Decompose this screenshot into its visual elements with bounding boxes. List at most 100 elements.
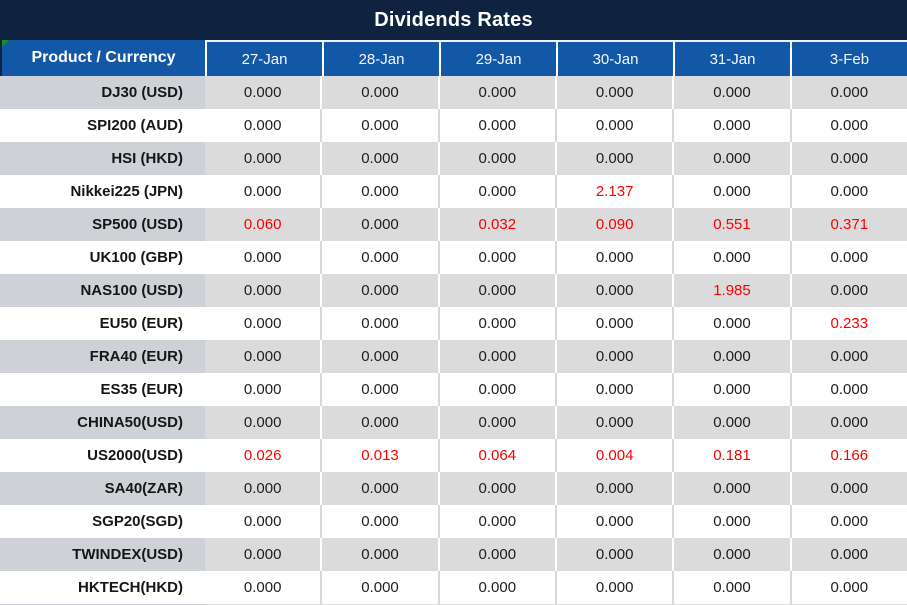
value-cell: 0.000 bbox=[437, 406, 555, 439]
value-cell: 0.000 bbox=[205, 373, 321, 406]
table-row: SGP20(SGD) 0.000 0.000 0.000 0.000 0.000 0.000 bbox=[0, 505, 907, 538]
table-row: HKTECH(HKD) 0.000 0.000 0.000 0.000 0.000 0.00… bbox=[0, 571, 907, 604]
table-row: HSI (HKD) 0.000 0.000 0.000 0.000 0.000 0.000 bbox=[0, 142, 907, 175]
value-cell: 0.000 bbox=[320, 241, 438, 274]
product-cell: SA40(ZAR) bbox=[0, 472, 205, 505]
value-cell: 0.000 bbox=[437, 505, 555, 538]
table-row: SPI200 (AUD) 0.000 0.000 0.000 0.000 0.000 0.0… bbox=[0, 109, 907, 142]
column-header-30-jan: 30-Jan bbox=[556, 40, 673, 76]
value-cell: 0.000 bbox=[320, 571, 438, 604]
product-cell: FRA40 (EUR) bbox=[0, 340, 205, 373]
table-row: ES35 (EUR) 0.000 0.000 0.000 0.000 0.000 0.000 bbox=[0, 373, 907, 406]
table-row: FRA40 (EUR) 0.000 0.000 0.000 0.000 0.000 0.00… bbox=[0, 340, 907, 373]
green-corner-marker-icon bbox=[2, 40, 9, 47]
value-cell: 0.000 bbox=[789, 505, 907, 538]
value-cell: 0.000 bbox=[437, 472, 555, 505]
title-bar: Dividends Rates bbox=[0, 0, 907, 40]
table-row: TWINDEX(USD) 0.000 0.000 0.000 0.000 0.000 0.0… bbox=[0, 538, 907, 571]
table-body: DJ30 (USD) 0.000 0.000 0.000 0.000 0.000 0.000… bbox=[0, 76, 907, 604]
value-cell: 0.000 bbox=[320, 505, 438, 538]
product-cell: EU50 (EUR) bbox=[0, 307, 205, 340]
column-header-28-jan: 28-Jan bbox=[322, 40, 439, 76]
table-header-row: Product / Currency 27-Jan 28-Jan 29-Jan 30-… bbox=[0, 40, 907, 76]
value-cell: 0.000 bbox=[320, 406, 438, 439]
value-cell: 0.000 bbox=[789, 571, 907, 604]
value-cell: 0.000 bbox=[320, 208, 438, 241]
value-cell: 0.000 bbox=[205, 571, 321, 604]
value-cell: 0.000 bbox=[205, 505, 321, 538]
value-cell: 0.000 bbox=[437, 571, 555, 604]
value-cell: 0.000 bbox=[205, 241, 321, 274]
product-cell: HKTECH(HKD) bbox=[0, 571, 205, 604]
value-cell: 0.000 bbox=[789, 175, 907, 208]
value-cell: 0.000 bbox=[554, 472, 673, 505]
value-cell: 0.000 bbox=[437, 373, 555, 406]
value-cell: 0.000 bbox=[672, 571, 790, 604]
product-cell: UK100 (GBP) bbox=[0, 241, 205, 274]
value-cell: 0.551 bbox=[672, 208, 790, 241]
product-cell: HSI (HKD) bbox=[0, 142, 205, 175]
value-cell: 0.000 bbox=[789, 109, 907, 142]
value-cell: 0.000 bbox=[320, 109, 438, 142]
value-cell: 0.000 bbox=[672, 340, 790, 373]
value-cell: 0.000 bbox=[554, 307, 673, 340]
value-cell: 0.000 bbox=[205, 538, 321, 571]
value-cell: 0.000 bbox=[437, 538, 555, 571]
value-cell: 0.000 bbox=[205, 307, 321, 340]
value-cell: 0.000 bbox=[554, 109, 673, 142]
value-cell: 0.000 bbox=[672, 175, 790, 208]
value-cell: 0.000 bbox=[205, 109, 321, 142]
value-cell: 0.000 bbox=[789, 340, 907, 373]
product-cell: SPI200 (AUD) bbox=[0, 109, 205, 142]
value-cell: 0.000 bbox=[554, 538, 673, 571]
value-cell: 0.000 bbox=[789, 76, 907, 109]
table-row: US2000(USD) 0.026 0.013 0.064 0.004 0.181 0.16… bbox=[0, 439, 907, 472]
value-cell: 0.000 bbox=[554, 274, 673, 307]
value-cell: 0.000 bbox=[672, 76, 790, 109]
value-cell: 0.004 bbox=[554, 439, 673, 472]
value-cell: 0.000 bbox=[320, 538, 438, 571]
column-header-27-jan: 27-Jan bbox=[205, 40, 322, 76]
value-cell: 0.166 bbox=[789, 439, 907, 472]
table-row: SA40(ZAR) 0.000 0.000 0.000 0.000 0.000 0.000 bbox=[0, 472, 907, 505]
value-cell: 0.000 bbox=[437, 142, 555, 175]
product-cell: US2000(USD) bbox=[0, 439, 205, 472]
value-cell: 0.000 bbox=[205, 175, 321, 208]
value-cell: 0.000 bbox=[672, 142, 790, 175]
value-cell: 0.000 bbox=[554, 76, 673, 109]
table-row: DJ30 (USD) 0.000 0.000 0.000 0.000 0.000 0.000 bbox=[0, 76, 907, 109]
value-cell: 0.000 bbox=[205, 340, 321, 373]
value-cell: 0.000 bbox=[789, 241, 907, 274]
value-cell: 0.000 bbox=[437, 175, 555, 208]
value-cell: 0.000 bbox=[554, 406, 673, 439]
column-header-3-feb: 3-Feb bbox=[790, 40, 907, 76]
value-cell: 0.000 bbox=[205, 142, 321, 175]
value-cell: 0.000 bbox=[789, 373, 907, 406]
value-cell: 0.000 bbox=[437, 76, 555, 109]
value-cell: 0.000 bbox=[554, 340, 673, 373]
value-cell: 0.000 bbox=[554, 142, 673, 175]
value-cell: 0.000 bbox=[320, 472, 438, 505]
value-cell: 0.000 bbox=[789, 142, 907, 175]
value-cell: 2.137 bbox=[554, 175, 673, 208]
product-cell: TWINDEX(USD) bbox=[0, 538, 205, 571]
column-header-31-jan: 31-Jan bbox=[673, 40, 790, 76]
value-cell: 0.000 bbox=[672, 472, 790, 505]
value-cell: 0.090 bbox=[554, 208, 673, 241]
column-header-29-jan: 29-Jan bbox=[439, 40, 556, 76]
value-cell: 0.000 bbox=[672, 241, 790, 274]
value-cell: 0.000 bbox=[320, 274, 438, 307]
value-cell: 0.371 bbox=[789, 208, 907, 241]
value-cell: 0.060 bbox=[205, 208, 321, 241]
value-cell: 0.000 bbox=[789, 274, 907, 307]
product-cell: SGP20(SGD) bbox=[0, 505, 205, 538]
value-cell: 0.000 bbox=[554, 505, 673, 538]
value-cell: 0.000 bbox=[672, 109, 790, 142]
product-cell: ES35 (EUR) bbox=[0, 373, 205, 406]
table-row: EU50 (EUR) 0.000 0.000 0.000 0.000 0.000 0.233 bbox=[0, 307, 907, 340]
value-cell: 0.000 bbox=[554, 373, 673, 406]
product-cell: CHINA50(USD) bbox=[0, 406, 205, 439]
value-cell: 0.000 bbox=[554, 571, 673, 604]
value-cell: 0.032 bbox=[437, 208, 555, 241]
product-cell: DJ30 (USD) bbox=[0, 76, 205, 109]
